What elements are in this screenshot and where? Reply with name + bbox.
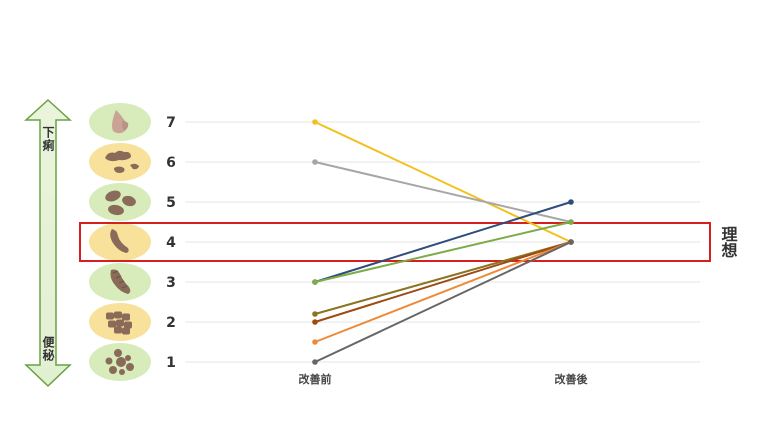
data-point xyxy=(568,219,574,225)
data-point xyxy=(312,119,318,125)
arrow-bottom-label: 便秘 xyxy=(41,335,55,362)
series-2 xyxy=(312,159,574,225)
lumpy-stool-icon xyxy=(89,303,151,341)
x-category-label: 改善後 xyxy=(555,372,589,386)
series-line xyxy=(314,121,572,243)
cracked-stool-icon xyxy=(89,263,151,301)
data-point xyxy=(312,359,318,365)
data-point xyxy=(312,279,318,285)
series-line xyxy=(314,241,572,315)
scale-arrow: 下痢 便秘 xyxy=(24,98,72,388)
data-point xyxy=(568,199,574,205)
y-tick-label: 4 xyxy=(166,235,176,251)
ideal-stool-icon xyxy=(89,223,151,261)
series-4 xyxy=(312,219,574,285)
watery-stool-icon xyxy=(89,103,151,141)
data-point xyxy=(312,311,318,317)
soft-blobs-stool-icon xyxy=(89,183,151,221)
series-line xyxy=(314,201,572,283)
series-lines xyxy=(312,119,574,365)
data-point xyxy=(312,339,318,345)
double-arrow-shape xyxy=(24,98,72,388)
hard-lumps-stool-icon xyxy=(89,343,151,381)
y-tick-labels: 1 2 3 4 5 6 7 xyxy=(166,115,176,371)
data-point xyxy=(312,319,318,325)
series-line xyxy=(314,221,572,283)
series-line xyxy=(314,161,572,223)
series-line xyxy=(314,241,572,343)
series-line xyxy=(314,241,572,363)
data-point xyxy=(568,239,574,245)
x-category-labels: 改善前 改善後 xyxy=(299,372,589,386)
data-point xyxy=(312,159,318,165)
series-line xyxy=(314,241,572,323)
arrow-top-label: 下痢 xyxy=(41,126,55,152)
y-tick-label: 5 xyxy=(166,195,176,211)
y-tick-label: 1 xyxy=(166,355,176,371)
stool-icons xyxy=(89,103,151,381)
y-tick-label: 2 xyxy=(166,315,176,331)
y-tick-label: 6 xyxy=(166,155,176,171)
y-tick-label: 7 xyxy=(166,115,176,131)
mushy-stool-icon xyxy=(89,143,151,181)
series-1 xyxy=(312,119,574,245)
x-category-label: 改善前 xyxy=(299,372,332,386)
series-7 xyxy=(312,239,574,345)
series-8 xyxy=(312,239,574,365)
ideal-band: 理想 xyxy=(79,222,739,262)
y-tick-label: 3 xyxy=(166,275,176,291)
series-5 xyxy=(312,239,574,317)
ideal-label: 理想 xyxy=(719,226,739,258)
gridlines xyxy=(185,121,700,363)
ideal-band-rect xyxy=(79,222,711,262)
